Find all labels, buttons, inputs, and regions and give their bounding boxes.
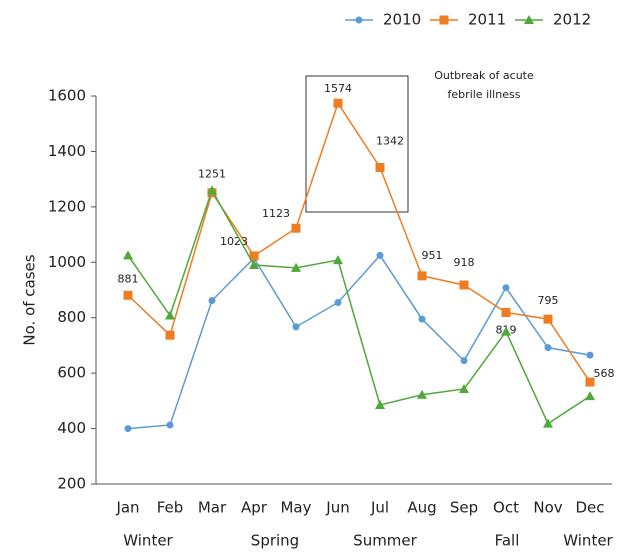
series-line <box>127 188 591 425</box>
point <box>249 251 259 261</box>
season-label: Fall <box>495 532 520 550</box>
point <box>249 260 259 270</box>
season-label: Spring <box>251 532 299 550</box>
point <box>333 98 343 108</box>
annotation: Outbreak of acute <box>434 69 534 82</box>
point <box>208 297 216 305</box>
point <box>439 15 449 25</box>
y-tick-label: 400 <box>57 419 86 437</box>
point <box>123 250 133 260</box>
season-label: Summer <box>353 532 417 550</box>
y-tick-label: 1600 <box>48 87 86 105</box>
data-label: 795 <box>538 294 559 307</box>
point <box>376 251 384 259</box>
data-label: 951 <box>422 249 443 262</box>
point <box>502 284 510 292</box>
data-label: 1342 <box>376 135 404 148</box>
y-tick-label: 200 <box>57 475 86 493</box>
point <box>165 330 175 340</box>
y-tick-label: 800 <box>57 308 86 326</box>
x-tick-label: Mar <box>198 499 227 517</box>
point <box>459 383 469 393</box>
y-tick-label: 1400 <box>48 142 86 160</box>
point <box>291 262 301 272</box>
point <box>585 391 595 401</box>
point <box>418 315 426 323</box>
point <box>459 280 469 290</box>
point <box>291 223 301 233</box>
point <box>375 400 385 410</box>
point <box>165 310 175 320</box>
data-label: 881 <box>118 272 139 285</box>
y-tick-label: 1000 <box>48 253 86 271</box>
point <box>375 163 385 173</box>
x-tick-label: Jul <box>370 499 389 517</box>
point <box>417 389 427 399</box>
y-axis-label: No. of cases <box>21 254 39 345</box>
x-tick-label: Feb <box>157 499 184 517</box>
legend-label: 2010 <box>383 11 421 29</box>
point <box>207 185 217 195</box>
point <box>460 357 468 365</box>
point <box>501 307 511 317</box>
point <box>501 326 511 336</box>
series-line <box>127 254 591 430</box>
x-tick-label: Aug <box>407 499 436 517</box>
data-label: 1574 <box>324 82 352 95</box>
x-tick-label: Oct <box>493 499 519 517</box>
data-label: 1251 <box>198 168 226 181</box>
point <box>166 421 174 429</box>
y-tick-label: 1200 <box>48 197 86 215</box>
point <box>292 323 300 331</box>
data-label: 918 <box>454 256 475 269</box>
x-tick-label: Apr <box>241 499 268 517</box>
y-tick-label: 600 <box>57 364 86 382</box>
point <box>124 425 132 433</box>
point <box>543 418 553 428</box>
annotation: febrile illness <box>448 88 521 101</box>
series-line <box>127 101 591 383</box>
data-label: 1023 <box>220 235 248 248</box>
season-label: Winter <box>563 532 613 550</box>
x-tick-label: Sep <box>450 499 478 517</box>
x-tick-label: Dec <box>575 499 604 517</box>
data-label: 1123 <box>262 207 290 220</box>
point <box>585 377 595 387</box>
x-tick-label: Jun <box>325 499 349 517</box>
legend-label: 2011 <box>468 11 506 29</box>
point <box>333 255 343 265</box>
legend-label: 2012 <box>553 11 591 29</box>
point <box>543 314 553 324</box>
point <box>123 290 133 300</box>
outbreak-box <box>305 75 409 213</box>
point <box>355 16 363 24</box>
point <box>586 351 594 359</box>
x-tick-label: Nov <box>533 499 562 517</box>
point <box>334 298 342 306</box>
season-label: Winter <box>123 532 173 550</box>
x-tick-label: Jan <box>115 499 139 517</box>
point <box>417 271 427 281</box>
point <box>544 344 552 352</box>
point <box>524 15 534 24</box>
x-tick-label: May <box>280 499 311 517</box>
data-label: 568 <box>594 367 615 380</box>
